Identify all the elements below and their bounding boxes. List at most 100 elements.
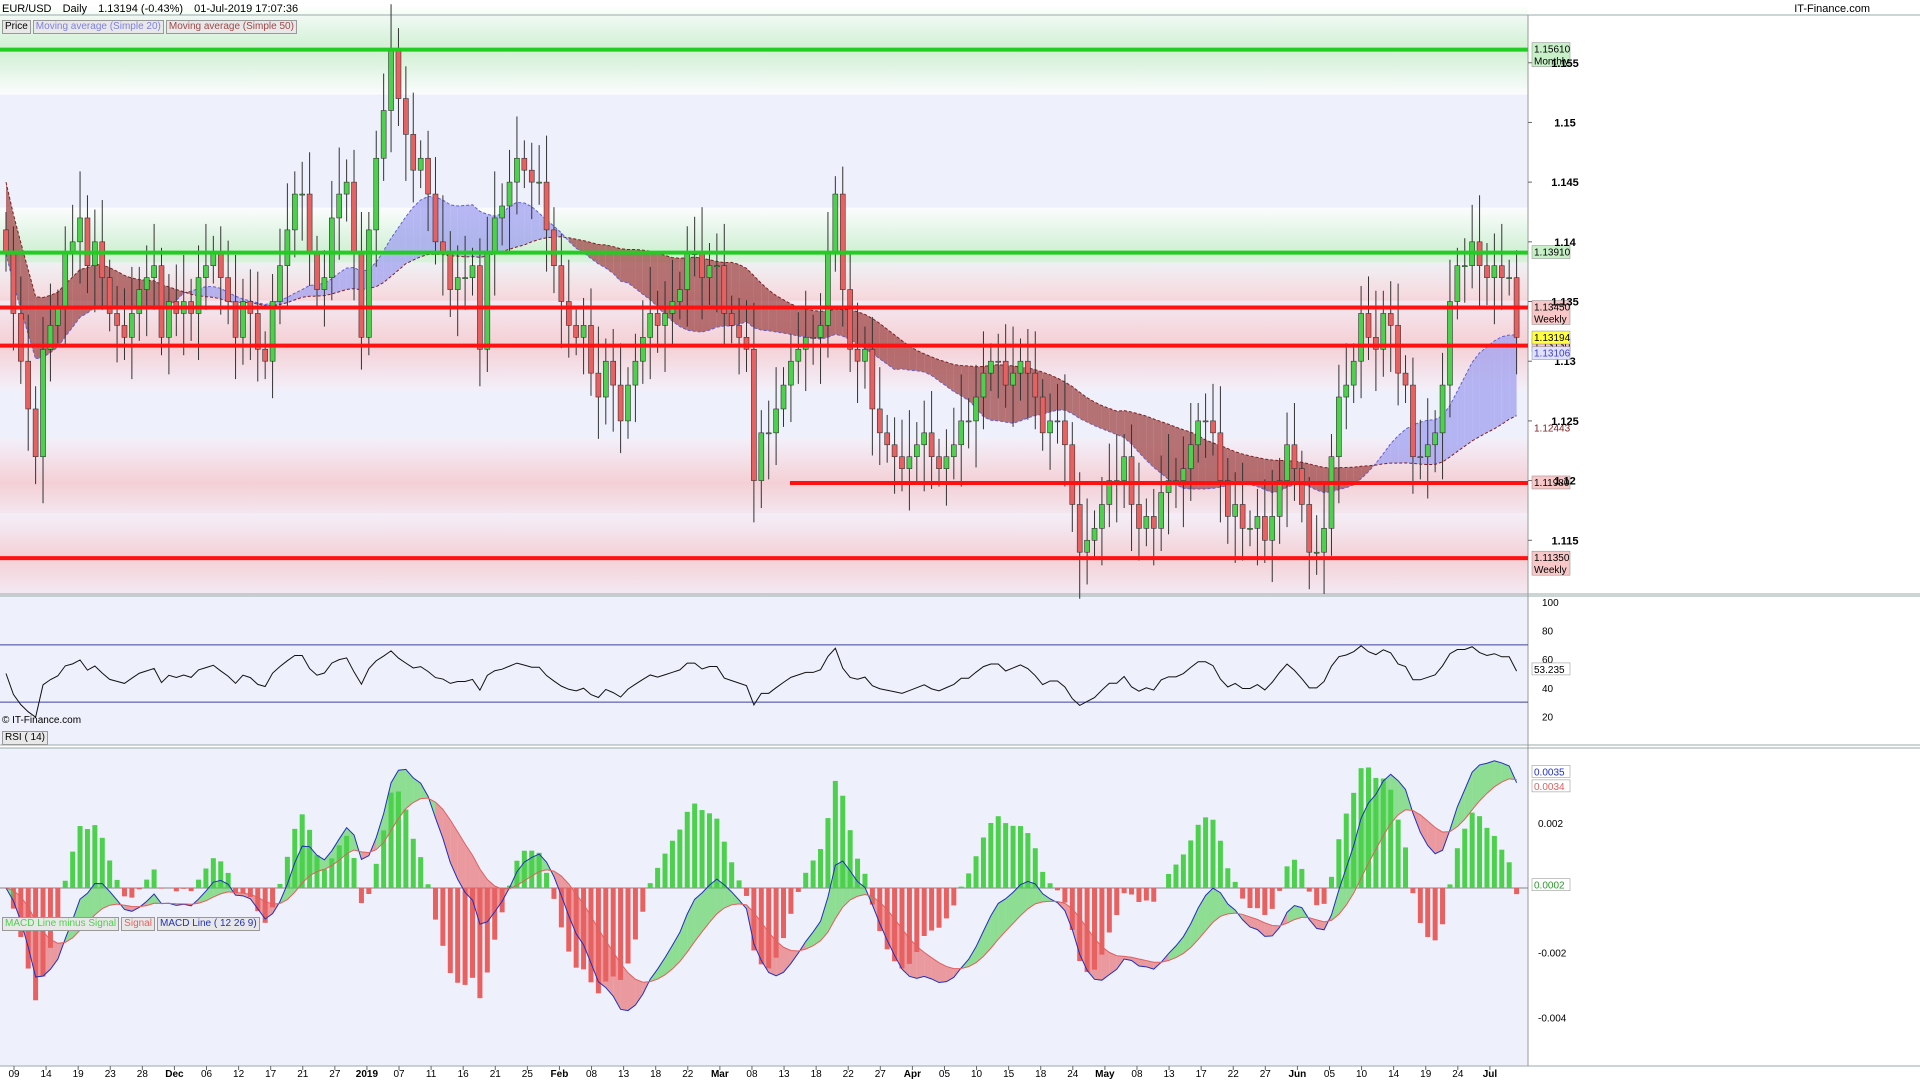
level-label: 1.13130 (1534, 341, 1571, 352)
macd-hist-bar (632, 887, 638, 940)
candle (1328, 456, 1335, 529)
ma-cloud (80, 267, 88, 318)
macd-cloud (731, 891, 740, 905)
candle (728, 313, 735, 326)
macd-hist-bar (1114, 887, 1120, 916)
ma-cloud (1109, 408, 1117, 435)
macd-cloud (813, 921, 821, 946)
legend-macd-hist[interactable]: MACD Line minus Signal (2, 917, 120, 931)
ma-cloud (1361, 465, 1369, 479)
ma-cloud (1064, 381, 1073, 414)
ma-cloud (1242, 454, 1251, 485)
x-tick-label: 22 (843, 1069, 855, 1080)
x-tick-label: 14 (41, 1069, 53, 1080)
ma-cloud (294, 289, 303, 300)
candle (1424, 444, 1431, 458)
ma-cloud (413, 200, 421, 261)
macd-cloud (568, 884, 577, 934)
macd-hist-bar (1010, 825, 1016, 888)
x-tick-label: 18 (650, 1069, 662, 1080)
macd-cloud (605, 940, 614, 997)
macd-hist-bar (1277, 887, 1283, 891)
macd-last-label: 0.0035 (1534, 767, 1565, 778)
candle (565, 301, 572, 326)
candle (751, 348, 757, 481)
candle (514, 157, 520, 183)
candle (817, 325, 824, 338)
legend-macd-line[interactable]: MACD Line ( 12 26 9) (156, 917, 260, 931)
candle (906, 456, 913, 469)
ma-cloud (776, 295, 784, 334)
ma-cloud (287, 293, 295, 303)
macd-cloud (1138, 958, 1147, 967)
macd-cloud (205, 882, 214, 901)
macd-cloud (1072, 908, 1080, 955)
macd-hist-bar (1062, 887, 1068, 903)
candle (632, 360, 639, 386)
legend-macd-signal[interactable]: Signal (121, 917, 155, 931)
ma-cloud (805, 308, 814, 338)
ma-cloud (798, 307, 806, 337)
ma-cloud (72, 269, 81, 328)
ma20-last-label: 1.13106 (1534, 349, 1571, 360)
macd-hist-bar (1469, 812, 1475, 888)
macd-hist-bar (1403, 847, 1409, 888)
macd-cloud (1042, 893, 1051, 902)
macd-hist-bar (766, 887, 772, 969)
candle (1195, 420, 1201, 446)
candle (699, 253, 705, 278)
x-tick-label: 24 (1067, 1069, 1079, 1080)
x-tick-label: 17 (1196, 1069, 1208, 1080)
ma-cloud (472, 204, 480, 258)
ma-cloud (1250, 455, 1258, 487)
candle (1239, 504, 1246, 529)
ma-cloud (568, 237, 577, 249)
macd-last-label: 0.0034 (1534, 782, 1565, 793)
candle (18, 313, 24, 362)
macd-hist-bar (684, 811, 690, 888)
price-legend: Price Moving average (Simple 20) Moving … (2, 20, 297, 34)
macd-hist-bar (1047, 883, 1053, 888)
ma-cloud (1131, 412, 1139, 453)
candle (491, 217, 498, 255)
macd-cloud (1190, 908, 1199, 948)
macd-cloud (628, 972, 636, 1011)
macd-cloud (879, 901, 888, 941)
ma-cloud (901, 340, 910, 371)
candle (1158, 492, 1164, 529)
candle (677, 289, 683, 302)
candle (432, 193, 439, 243)
ma-cloud (961, 365, 969, 401)
candle (1291, 444, 1298, 469)
macd-hist-bar (321, 869, 327, 888)
ma-cloud (1205, 439, 1213, 489)
macd-hist-bar (847, 830, 853, 888)
y-tick-label: 1.14 (1554, 237, 1576, 249)
macd-cloud (524, 857, 532, 881)
candle (106, 277, 113, 314)
macd-hist-bar (966, 873, 972, 888)
macd-cloud (35, 920, 44, 977)
ma-cloud (768, 290, 777, 332)
legend-price[interactable]: Price (2, 20, 31, 34)
candle (447, 253, 454, 290)
legend-ma50[interactable]: Moving average (Simple 50) (165, 20, 297, 34)
ma-cloud (1079, 392, 1088, 423)
macd-hist-bar (1217, 840, 1223, 888)
macd-hist-bar (1151, 887, 1157, 902)
candle (1276, 480, 1283, 517)
macd-hist-bar (336, 845, 342, 888)
macd-cloud (613, 951, 621, 1010)
ma-cloud (620, 248, 629, 284)
candle (810, 337, 816, 339)
candle (788, 360, 794, 386)
candle (99, 241, 106, 278)
ma-cloud (650, 251, 658, 307)
legend-rsi[interactable]: RSI ( 14) (2, 731, 49, 745)
candle (499, 205, 505, 219)
candle (1047, 420, 1053, 434)
macd-hist-bar (773, 887, 779, 958)
legend-ma20[interactable]: Moving average (Simple 20) (32, 20, 164, 34)
candle (3, 229, 9, 255)
rsi-tick-label: 100 (1542, 598, 1559, 609)
